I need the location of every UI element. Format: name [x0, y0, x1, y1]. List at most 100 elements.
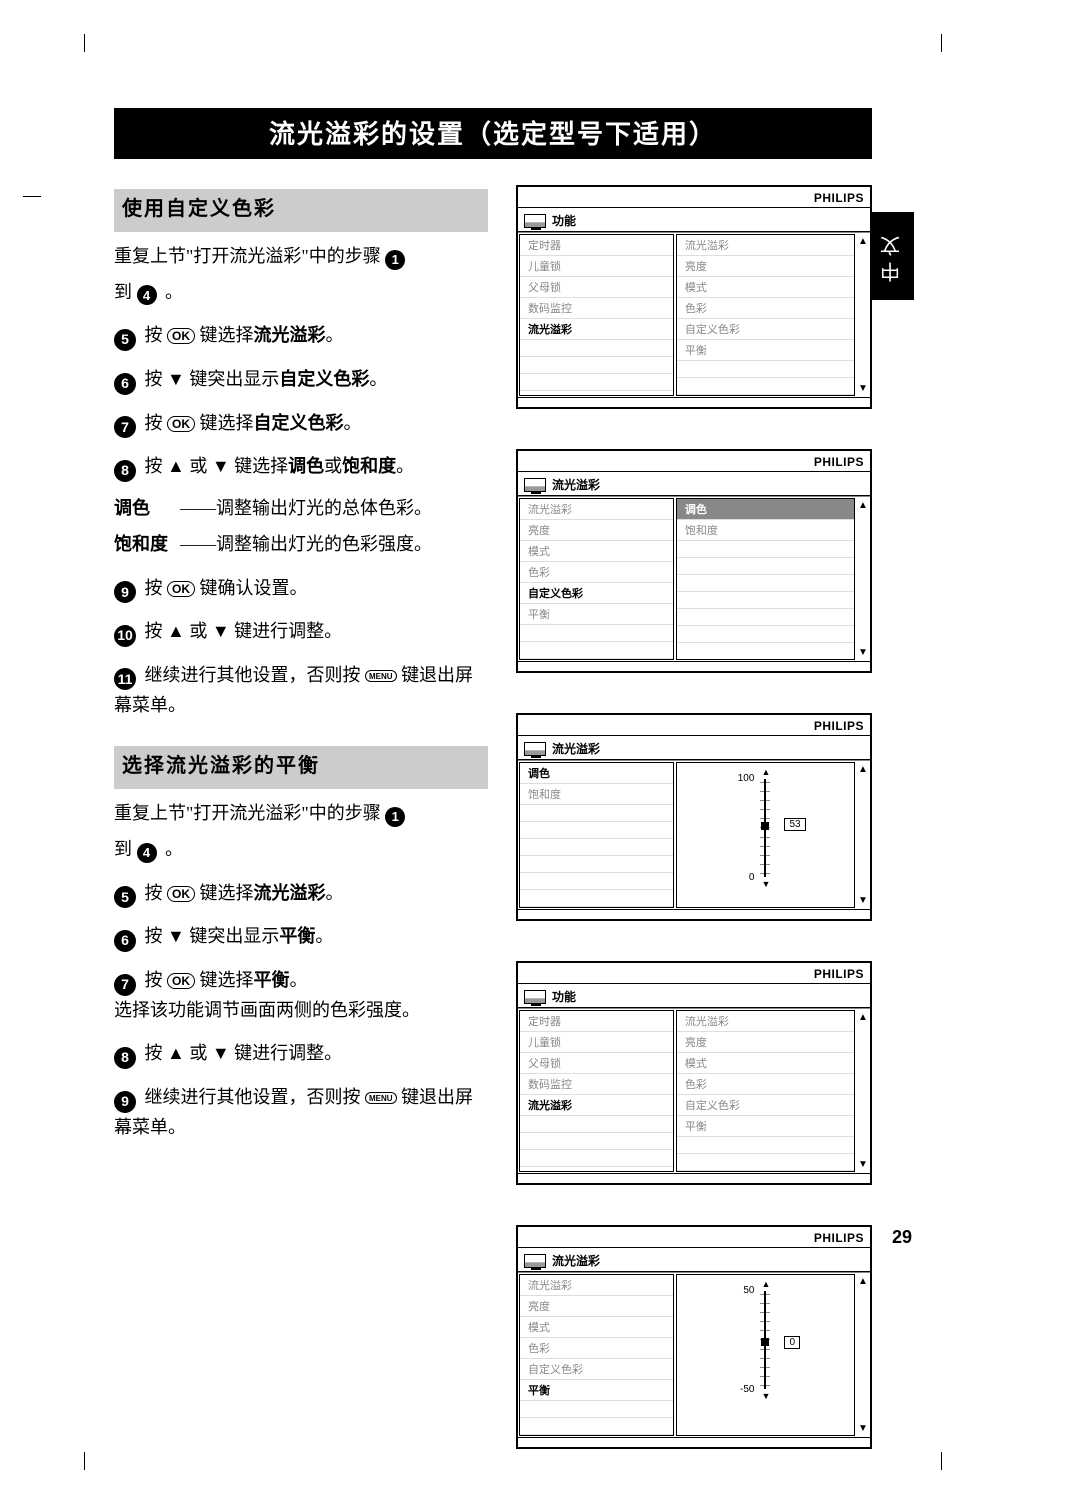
- panel-title: 流光溢彩: [552, 476, 600, 493]
- step-badge-4: 4: [137, 843, 157, 863]
- osd-panel-2: PHILIPS流光溢彩流光溢彩亮度模式色彩自定义色彩平衡调色饱和度▲▼: [516, 449, 872, 673]
- menu-item-empty: [677, 592, 854, 609]
- menu-item: 色彩: [520, 562, 673, 583]
- menu-item: 定时器: [520, 235, 673, 256]
- menu-item-empty: [677, 626, 854, 643]
- philips-logo: PHILIPS: [814, 1231, 864, 1245]
- menu-item-empty: [520, 1401, 673, 1418]
- tv-icon: [524, 214, 546, 228]
- ok-icon: OK: [167, 973, 195, 989]
- menu-item: 亮度: [520, 520, 673, 541]
- menu-item-empty: [677, 609, 854, 626]
- up-arrow-icon: ▲: [858, 500, 868, 511]
- menu-item: 色彩: [677, 1074, 854, 1095]
- step-9: 9 按 OK 键确认设置。: [114, 574, 488, 604]
- osd-panel-5: PHILIPS流光溢彩流光溢彩亮度模式色彩自定义色彩平衡▲50-500▼▲▼: [516, 1225, 872, 1449]
- menu-item: 色彩: [520, 1338, 673, 1359]
- instructions-column: 使用自定义色彩 重复上节"打开流光溢彩"中的步骤 1 到 4 。 5 按 OK …: [114, 185, 488, 1489]
- menu-item-empty: [520, 890, 673, 907]
- slider-thumb: [761, 1338, 769, 1346]
- down-arrow-icon: ▼: [858, 895, 868, 906]
- philips-logo: PHILIPS: [814, 191, 864, 205]
- step-number: 7: [114, 974, 136, 996]
- menu-left-list: 流光溢彩亮度模式色彩自定义色彩平衡: [519, 1274, 674, 1436]
- menu-item-empty: [520, 856, 673, 873]
- step-badge-1: 1: [385, 807, 405, 827]
- menu-item-empty: [520, 839, 673, 856]
- menu-item-empty: [520, 873, 673, 890]
- menu-right-slider: ▲100053▼: [676, 762, 855, 908]
- menu-item: 模式: [520, 541, 673, 562]
- vertical-slider: ▲50-500▼: [760, 1291, 770, 1389]
- step-11: 11 继续进行其他设置，否则按 MENU 键退出屏幕菜单。: [114, 661, 488, 720]
- step-number: 8: [114, 1047, 136, 1069]
- step-5: 5 按 OK 键选择流光溢彩。: [114, 879, 488, 909]
- slider-top-label: 100: [738, 773, 755, 784]
- step-number: 6: [114, 930, 136, 952]
- menu-item: 色彩: [677, 298, 854, 319]
- page-title: 流光溢彩的设置（选定型号下适用）: [114, 108, 872, 159]
- step-badge-4: 4: [137, 285, 157, 305]
- down-arrow-icon: ▼: [761, 879, 770, 889]
- menu-item-empty: [520, 1418, 673, 1435]
- crop-mark: [941, 34, 942, 52]
- menu-item: 饱和度: [520, 784, 673, 805]
- panel-title: 功能: [552, 212, 576, 229]
- menu-left-list: 流光溢彩亮度模式色彩自定义色彩平衡: [519, 498, 674, 660]
- menu-item: 亮度: [677, 256, 854, 277]
- menu-item: 流光溢彩: [520, 499, 673, 520]
- menu-item-empty: [520, 625, 673, 642]
- osd-panel-3: PHILIPS流光溢彩调色饱和度▲100053▼▲▼: [516, 713, 872, 921]
- menu-item-empty: [520, 357, 673, 374]
- down-arrow-icon: ▼: [858, 647, 868, 658]
- panel-title: 流光溢彩: [552, 740, 600, 757]
- menu-item-empty: [677, 361, 854, 378]
- scroll-arrows: ▲▼: [856, 1273, 870, 1437]
- menu-item: 父母锁: [520, 1053, 673, 1074]
- menu-item: 平衡: [677, 1116, 854, 1137]
- menu-right-list: 调色饱和度: [676, 498, 855, 660]
- menu-item-empty: [677, 1154, 854, 1171]
- menu-item: 流光溢彩: [520, 319, 673, 340]
- slider-thumb: [761, 822, 769, 830]
- slider-value: 53: [784, 818, 805, 831]
- step-6: 6 按 ▼ 键突出显示平衡。: [114, 922, 488, 952]
- side-tab: 中文: [870, 212, 914, 300]
- step-number: 9: [114, 581, 136, 603]
- menu-item: 数码监控: [520, 1074, 673, 1095]
- menu-item: 平衡: [520, 604, 673, 625]
- up-arrow-icon: ▲: [761, 767, 770, 777]
- menu-item-empty: [520, 1116, 673, 1133]
- step-number: 5: [114, 886, 136, 908]
- step-number: 7: [114, 416, 136, 438]
- slider-value: 0: [784, 1336, 800, 1349]
- scroll-arrows: ▲▼: [856, 497, 870, 661]
- menu-item: 定时器: [520, 1011, 673, 1032]
- menu-left-list: 定时器儿童锁父母锁数码监控流光溢彩: [519, 234, 674, 396]
- intro-text: 重复上节"打开流光溢彩"中的步骤 1: [114, 242, 488, 272]
- menu-item: 平衡: [520, 1380, 673, 1401]
- osd-panel-4: PHILIPS功能定时器儿童锁父母锁数码监控流光溢彩流光溢彩亮度模式色彩自定义色…: [516, 961, 872, 1185]
- section-heading: 使用自定义色彩: [114, 189, 488, 232]
- step-7: 7 按 OK 键选择自定义色彩。: [114, 409, 488, 439]
- panel-title: 流光溢彩: [552, 1252, 600, 1269]
- tv-icon: [524, 1254, 546, 1268]
- step-number: 8: [114, 460, 136, 482]
- definitions: 调色——调整输出灯光的总体色彩。 饱和度——调整输出灯光的色彩强度。: [114, 494, 488, 559]
- menu-item: 模式: [520, 1317, 673, 1338]
- menu-item-empty: [520, 374, 673, 391]
- menu-item: 调色: [520, 763, 673, 784]
- menu-item: 亮度: [520, 1296, 673, 1317]
- step-number: 6: [114, 373, 136, 395]
- menu-item-empty: [677, 558, 854, 575]
- intro-text: 重复上节"打开流光溢彩"中的步骤 1: [114, 799, 488, 829]
- osd-panel-1: PHILIPS功能定时器儿童锁父母锁数码监控流光溢彩流光溢彩亮度模式色彩自定义色…: [516, 185, 872, 409]
- menu-item: 平衡: [677, 340, 854, 361]
- ok-icon: OK: [167, 581, 195, 597]
- menu-right-list: 流光溢彩亮度模式色彩自定义色彩平衡: [676, 234, 855, 396]
- scroll-arrows: ▲▼: [856, 761, 870, 909]
- intro-text: 到 4 。: [114, 278, 488, 308]
- menu-item: 调色: [677, 499, 854, 520]
- panel-title: 功能: [552, 988, 576, 1005]
- menu-item: 自定义色彩: [520, 583, 673, 604]
